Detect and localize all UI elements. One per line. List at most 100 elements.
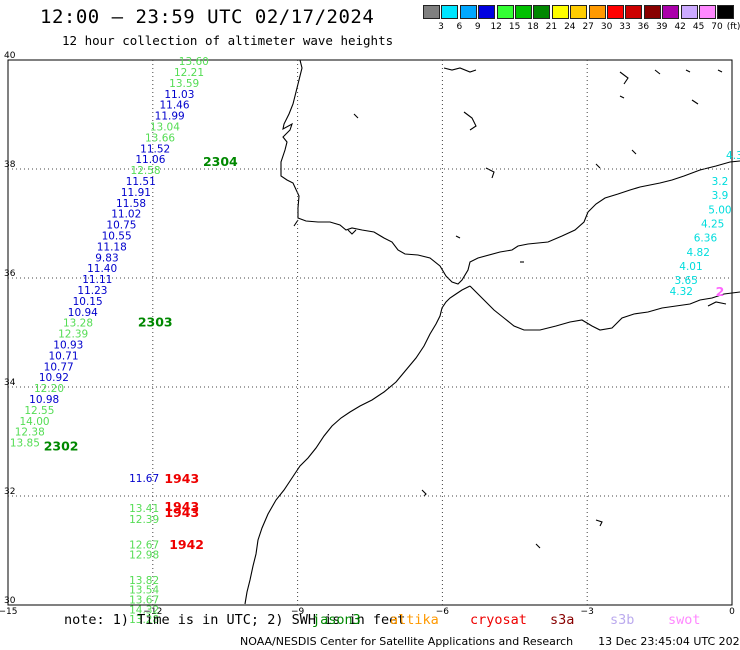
swh-value: 11.99 <box>155 111 185 123</box>
map-title: 12:00 – 23:59 UTC 02/17/2024 <box>40 6 375 28</box>
swh-value: 11.02 <box>111 209 141 221</box>
swh-value: 12.21 <box>174 67 204 79</box>
y-tick-label: 30 <box>4 596 16 606</box>
legend-label: 27 <box>582 22 594 32</box>
legend-label: 70 <box>711 22 723 32</box>
pass-label: 2304 <box>203 154 238 169</box>
legend-swatch <box>717 5 735 19</box>
legend-label: 36 <box>637 22 650 32</box>
legend-swatch <box>625 5 643 19</box>
credit-text: NOAA/NESDIS Center for Satellite Applica… <box>240 635 574 648</box>
swh-value: 4.32 <box>670 286 693 298</box>
swh-value: 13.67 <box>129 595 159 607</box>
axis-tick-labels: −15 −12 −9 −6 −3 0 40 38 36 34 32 30 <box>0 51 735 617</box>
pass-number-labels: 2304230323021943194319431942194219422 <box>44 154 725 650</box>
lat-lon-grid <box>7 59 733 606</box>
swh-value: 10.93 <box>53 339 83 351</box>
legend-swatch <box>643 5 661 19</box>
legend-label: 21 <box>545 22 558 32</box>
legend-label: 45 <box>692 22 705 32</box>
legend-label: 12 <box>490 22 502 32</box>
swh-value: 11.58 <box>116 198 146 210</box>
swh-value: 11.46 <box>159 100 189 112</box>
swh-value: 13.60 <box>179 56 209 68</box>
pass-label: 1942 <box>169 537 204 552</box>
legend-label: 6 <box>456 22 463 32</box>
swh-value: 4.3 <box>726 150 740 162</box>
coastline <box>244 59 740 605</box>
swh-value: 12.38 <box>15 427 45 439</box>
legend-label: 18 <box>527 22 539 32</box>
swh-value: 10.77 <box>44 361 74 373</box>
swh-value: 13.59 <box>169 78 199 90</box>
legend-swatch <box>570 5 588 19</box>
swh-value: 13.28 <box>63 318 93 330</box>
swh-value: 11.11 <box>82 274 112 286</box>
y-tick-label: 38 <box>4 160 16 170</box>
pass-label: 2303 <box>138 315 173 330</box>
x-tick-label: −15 <box>0 607 18 617</box>
satellite-jason3: jason3 <box>312 612 361 628</box>
swh-value: 12.39 <box>129 514 159 526</box>
swh-value: 13.54 <box>129 585 159 597</box>
x-tick-label: −3 <box>581 607 594 617</box>
wave-height-tracks: 13.6012.2113.5911.0311.4611.9913.0413.66… <box>10 56 740 650</box>
legend-swatch <box>607 5 624 19</box>
legend-swatch <box>551 5 569 19</box>
swh-value: 12.58 <box>131 165 161 177</box>
pass-label: 1943 <box>164 499 199 514</box>
swh-value: 13.28 <box>129 614 159 626</box>
legend-label: 24 <box>564 22 576 32</box>
note-text: note: 1) Time is in UTC; 2) SWH is in fe… <box>64 612 406 628</box>
y-tick-label: 40 <box>4 51 16 61</box>
swh-value: 12.20 <box>34 383 64 395</box>
swh-value: 12.55 <box>24 405 54 417</box>
pass-label: 1943 <box>164 471 199 486</box>
credit-line: NOAA/NESDIS Center for Satellite Applica… <box>240 635 740 648</box>
swh-value: 10.94 <box>68 307 98 319</box>
x-tick-label: −12 <box>143 607 162 617</box>
map-subtitle: 12 hour collection of altimeter wave hei… <box>62 33 394 48</box>
legend-swatch <box>588 5 606 19</box>
swh-value: 10.71 <box>48 350 78 362</box>
swh-value: 13.85 <box>10 438 40 450</box>
legend-swatch <box>423 5 440 19</box>
x-tick-label: −9 <box>291 607 305 617</box>
legend-label: 42 <box>674 22 686 32</box>
swh-value: 12.67 <box>129 540 159 552</box>
legend-label: 33 <box>619 22 631 32</box>
y-tick-label: 34 <box>4 378 16 388</box>
legend-label: 9 <box>474 22 481 32</box>
legend-label: 39 <box>656 22 668 32</box>
pass-label: 1943 <box>164 505 199 520</box>
x-tick-label: −6 <box>436 607 450 617</box>
swh-value: 4.25 <box>701 219 724 231</box>
legend-label: 30 <box>600 22 613 32</box>
legend-label: 3 <box>438 22 444 32</box>
swh-value: 13.41 <box>129 503 159 515</box>
swh-value: 12.98 <box>129 549 159 561</box>
swh-value: 11.03 <box>164 89 194 101</box>
swh-value: 3.9 <box>712 190 729 202</box>
swh-value: 5.00 <box>708 204 731 216</box>
swh-value: 10.75 <box>106 220 136 232</box>
swh-value: 13.04 <box>150 121 180 133</box>
swh-value: 13.82 <box>129 575 159 587</box>
x-tick-label: 0 <box>729 607 735 617</box>
pass-label: 1942 <box>164 647 199 650</box>
pass-label: 2302 <box>44 438 79 453</box>
satellite-altika: altika <box>390 612 439 628</box>
satellite-s3a: s3a <box>550 612 575 628</box>
pass-label: 2 <box>716 284 725 299</box>
swh-value: 10.55 <box>102 230 132 242</box>
swh-value: 11.18 <box>97 241 127 253</box>
swh-value: 14.32 <box>129 604 159 616</box>
swh-value: 10.92 <box>39 372 69 384</box>
swh-value: 11.51 <box>126 176 156 188</box>
satellite-s3b: s3b <box>610 612 635 628</box>
legend-unit: (ft) <box>726 22 740 32</box>
swh-value: 11.23 <box>77 285 107 297</box>
generated-timestamp: 13 Dec 23:45:04 UTC 2024 <box>598 635 740 648</box>
swh-value: 9.83 <box>95 252 118 264</box>
